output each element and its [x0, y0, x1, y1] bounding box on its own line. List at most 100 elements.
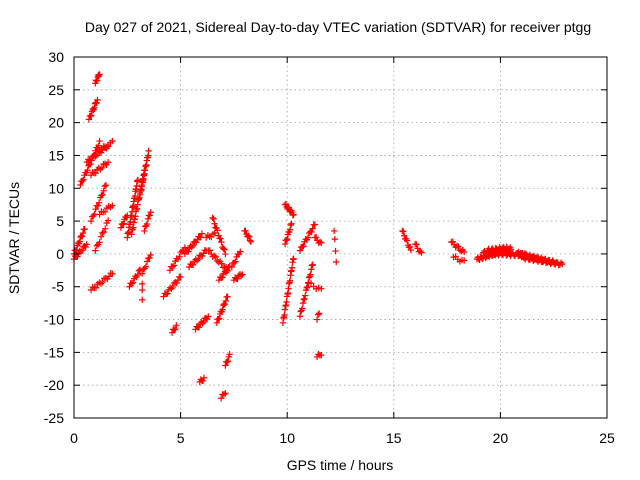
data-point	[96, 71, 103, 78]
data-point	[231, 259, 238, 266]
data-point	[78, 247, 86, 254]
data-point	[242, 227, 249, 234]
data-point	[188, 243, 195, 251]
data-point	[287, 221, 294, 229]
data-points	[70, 71, 566, 402]
data-point	[143, 258, 151, 265]
data-point	[74, 253, 81, 260]
data-point	[102, 181, 110, 189]
data-point	[193, 257, 201, 264]
y-tick-label: 15	[48, 147, 64, 163]
data-point	[460, 248, 468, 256]
data-point	[79, 177, 86, 185]
data-point	[93, 242, 100, 249]
data-point	[92, 205, 99, 213]
data-point	[200, 374, 208, 382]
data-point	[283, 298, 290, 306]
data-point	[92, 153, 99, 160]
data-point	[97, 233, 105, 240]
data-point	[314, 311, 322, 318]
data-point	[176, 253, 183, 260]
data-point	[315, 351, 322, 358]
data-point	[213, 319, 221, 327]
data-point	[333, 258, 340, 266]
y-tick-label: -20	[44, 377, 64, 393]
x-tick-label: 10	[279, 430, 295, 446]
data-point	[147, 251, 154, 259]
data-point	[234, 275, 241, 283]
data-point	[92, 247, 99, 254]
data-point	[224, 293, 231, 300]
data-point	[101, 182, 109, 190]
data-point	[303, 284, 310, 292]
data-point	[206, 247, 213, 254]
data-point	[222, 362, 229, 369]
data-point	[302, 292, 309, 299]
y-axis-ticks: -25 -20 -15 -10 -5 0 5 10 15 20 25 30	[44, 49, 607, 426]
data-point	[245, 233, 253, 240]
data-point	[309, 261, 316, 268]
y-tick-label: -10	[44, 312, 64, 328]
data-point	[200, 318, 207, 326]
data-point	[453, 242, 461, 250]
data-point	[145, 147, 152, 155]
data-point	[455, 243, 462, 250]
y-tick-label: 0	[56, 246, 64, 262]
data-point	[318, 239, 325, 246]
data-point	[215, 259, 222, 266]
data-point	[166, 267, 174, 274]
data-point	[219, 306, 226, 313]
y-tick-label: 30	[48, 49, 64, 65]
data-point	[215, 316, 222, 323]
data-point	[400, 228, 407, 235]
data-point	[173, 322, 180, 329]
data-point	[189, 242, 197, 249]
data-point	[313, 316, 321, 323]
data-point	[330, 227, 338, 235]
data-point	[449, 238, 456, 245]
data-point	[418, 249, 425, 256]
data-point	[189, 261, 197, 268]
data-point	[104, 159, 112, 166]
chart-title: Day 027 of 2021, Sidereal Day-to-day VTE…	[85, 19, 591, 35]
data-point	[146, 254, 153, 262]
data-point	[226, 351, 233, 358]
data-point	[98, 164, 106, 172]
data-point	[135, 267, 143, 274]
data-point	[219, 274, 226, 281]
y-tick-label: -25	[44, 410, 64, 426]
data-point	[109, 202, 116, 209]
data-point	[288, 264, 296, 271]
data-point	[331, 235, 339, 243]
data-point	[238, 272, 245, 279]
data-point	[77, 181, 84, 189]
data-point	[458, 248, 465, 255]
data-point	[214, 227, 221, 234]
data-point	[93, 99, 100, 107]
data-point	[220, 245, 227, 252]
data-point	[109, 270, 116, 277]
data-point	[109, 137, 116, 145]
y-axis-label: SDTVAR / TECUs	[6, 182, 22, 294]
data-point	[96, 137, 103, 145]
data-point	[195, 324, 203, 331]
data-point	[128, 280, 136, 287]
data-point	[92, 169, 99, 177]
data-point	[557, 259, 565, 266]
x-axis-label: GPS time / hours	[287, 457, 394, 473]
data-point	[232, 258, 239, 265]
data-point	[99, 191, 106, 199]
data-point	[94, 96, 101, 104]
data-point	[126, 283, 133, 290]
data-point	[185, 248, 192, 255]
data-point	[245, 232, 252, 239]
data-point	[104, 217, 112, 224]
data-point	[96, 239, 103, 246]
data-point	[195, 256, 202, 263]
data-point	[311, 221, 319, 228]
data-point	[212, 253, 219, 261]
data-point	[177, 273, 184, 281]
data-point	[247, 238, 255, 245]
data-point	[308, 266, 315, 273]
